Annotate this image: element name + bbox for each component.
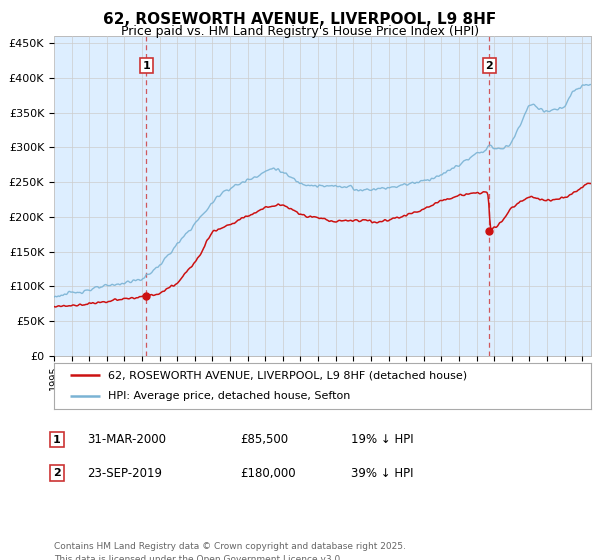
Text: 1: 1: [53, 435, 61, 445]
Text: 31-MAR-2000: 31-MAR-2000: [87, 433, 166, 446]
Text: 23-SEP-2019: 23-SEP-2019: [87, 466, 162, 480]
Text: £85,500: £85,500: [240, 433, 288, 446]
Text: HPI: Average price, detached house, Sefton: HPI: Average price, detached house, Seft…: [108, 391, 350, 402]
Text: 1: 1: [143, 60, 151, 71]
Text: 39% ↓ HPI: 39% ↓ HPI: [351, 466, 413, 480]
Text: 62, ROSEWORTH AVENUE, LIVERPOOL, L9 8HF: 62, ROSEWORTH AVENUE, LIVERPOOL, L9 8HF: [103, 12, 497, 27]
Text: Contains HM Land Registry data © Crown copyright and database right 2025.
This d: Contains HM Land Registry data © Crown c…: [54, 542, 406, 560]
Text: Price paid vs. HM Land Registry's House Price Index (HPI): Price paid vs. HM Land Registry's House …: [121, 25, 479, 38]
Text: 19% ↓ HPI: 19% ↓ HPI: [351, 433, 413, 446]
Text: 2: 2: [485, 60, 493, 71]
Text: 62, ROSEWORTH AVENUE, LIVERPOOL, L9 8HF (detached house): 62, ROSEWORTH AVENUE, LIVERPOOL, L9 8HF …: [108, 370, 467, 380]
Text: £180,000: £180,000: [240, 466, 296, 480]
Text: 2: 2: [53, 468, 61, 478]
